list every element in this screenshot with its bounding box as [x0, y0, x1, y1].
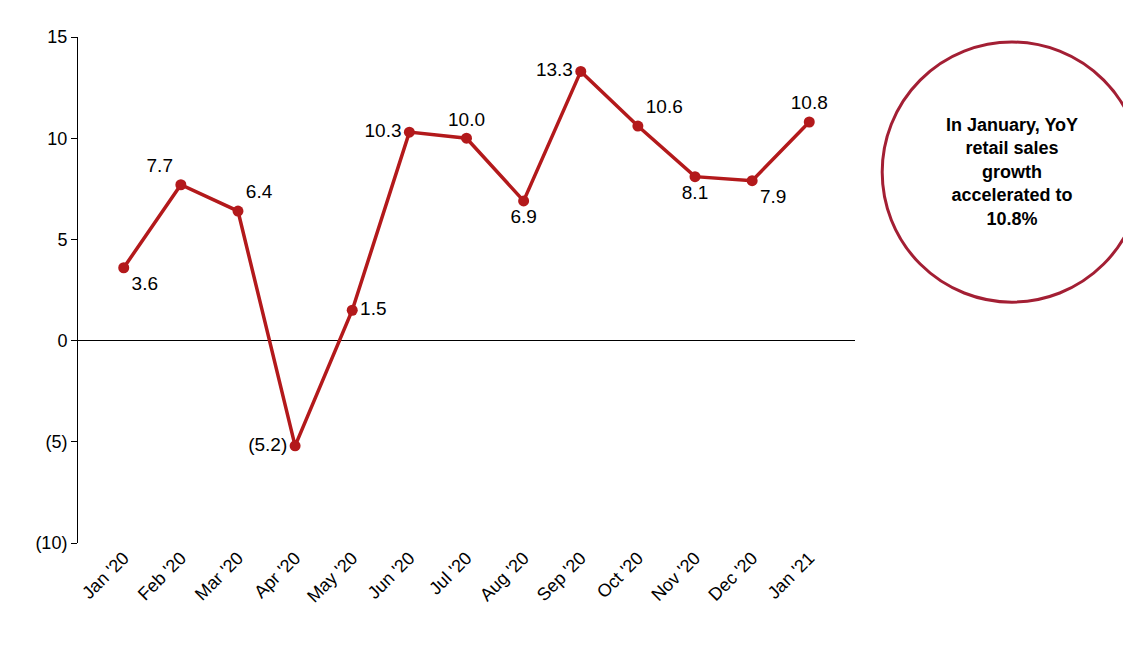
svg-text:Sep '20: Sep '20 — [533, 548, 590, 605]
svg-text:In January, YoYretail salesgro: In January, YoYretail salesgrowthacceler… — [946, 115, 1078, 229]
svg-text:0: 0 — [57, 331, 67, 351]
svg-text:10.6: 10.6 — [646, 96, 683, 117]
svg-text:13.3: 13.3 — [536, 59, 573, 80]
svg-text:Aug '20: Aug '20 — [476, 548, 533, 605]
svg-text:10.8: 10.8 — [791, 92, 828, 113]
svg-text:8.1: 8.1 — [682, 182, 708, 203]
svg-text:10: 10 — [47, 129, 67, 149]
svg-text:(5.2): (5.2) — [248, 434, 287, 455]
svg-text:(5): (5) — [45, 432, 67, 452]
svg-text:10.0: 10.0 — [448, 109, 485, 130]
svg-text:15: 15 — [47, 27, 67, 47]
svg-text:1.5: 1.5 — [360, 298, 386, 319]
svg-text:5: 5 — [57, 230, 67, 250]
svg-text:Dec '20: Dec '20 — [704, 548, 761, 605]
svg-text:Oct '20: Oct '20 — [593, 548, 647, 602]
svg-text:Feb '20: Feb '20 — [134, 548, 190, 604]
svg-text:7.9: 7.9 — [760, 186, 786, 207]
svg-text:(10): (10) — [35, 533, 67, 553]
svg-text:Jan '21: Jan '21 — [764, 548, 819, 603]
svg-text:Nov '20: Nov '20 — [647, 548, 704, 605]
svg-text:3.6: 3.6 — [132, 273, 158, 294]
svg-text:6.9: 6.9 — [510, 206, 536, 227]
svg-text:Jul '20: Jul '20 — [425, 548, 476, 599]
svg-text:Mar '20: Mar '20 — [191, 548, 247, 604]
svg-text:7.7: 7.7 — [147, 155, 173, 176]
svg-text:Jun '20: Jun '20 — [364, 548, 419, 603]
svg-text:Apr '20: Apr '20 — [250, 548, 304, 602]
svg-text:10.3: 10.3 — [365, 120, 402, 141]
svg-text:6.4: 6.4 — [246, 181, 273, 202]
svg-text:May '20: May '20 — [303, 548, 361, 606]
svg-text:Jan '20: Jan '20 — [78, 548, 133, 603]
